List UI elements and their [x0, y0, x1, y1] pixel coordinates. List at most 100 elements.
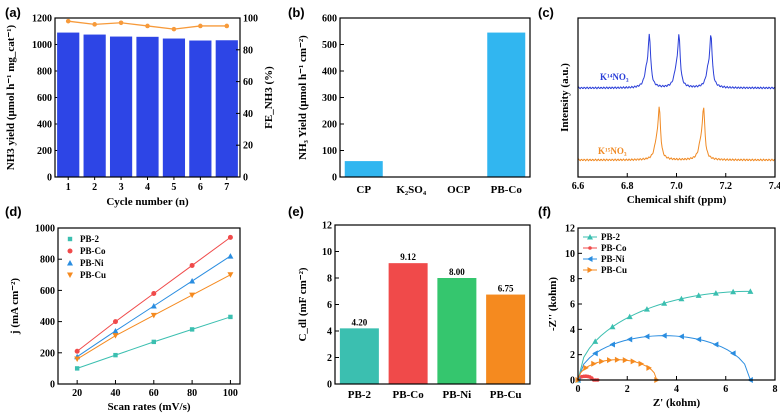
d-point	[112, 333, 119, 339]
panel-label-a: (a)	[5, 5, 21, 20]
f-legend-label: PB-2	[601, 232, 620, 242]
c-trace-15N	[577, 106, 776, 162]
f-point	[609, 341, 615, 348]
b-ylabel: NH₃ Yield (μmol h⁻¹ cm⁻²)	[297, 35, 309, 160]
f-point	[695, 292, 702, 298]
e-x-tick-label: PB-2	[348, 389, 372, 401]
f-y-tick-label: 8	[570, 274, 575, 285]
f-point	[614, 356, 621, 363]
a-bar	[136, 36, 159, 177]
e-bar	[388, 263, 428, 384]
f-x-tick-label: 6	[723, 384, 728, 395]
chart-a: 0 200 400 600 800 1000 1200 1 2 3 4 5 6 7 0 20 40 60 80 100…	[5, 14, 275, 209]
d-xlabel: Scan rates (mV/s)	[107, 401, 190, 413]
d-point	[151, 339, 156, 345]
f-y-tick-label: 6	[570, 300, 575, 311]
a-ylabel: NH3 yield (μmol h⁻¹ mg_cat⁻¹)	[5, 24, 17, 170]
a-fe-point	[224, 23, 230, 29]
e-y-tick-label: 2	[327, 353, 332, 364]
a-fe-point	[198, 23, 203, 29]
f-point	[695, 336, 702, 343]
a-bar	[162, 38, 186, 177]
f-y-tick-label: 4	[570, 325, 575, 336]
f-point	[592, 350, 598, 357]
b-y-tick-label: 0	[332, 173, 337, 184]
a-frame	[54, 17, 241, 178]
f-y-tick-label: 12	[565, 224, 575, 235]
f-point	[747, 288, 754, 294]
f-legend-marker	[588, 246, 592, 250]
d-y-tick-label: 400	[40, 317, 55, 328]
b-y-tick-label: 500	[322, 40, 337, 51]
b-y-tick-label: 600	[322, 14, 337, 25]
c-trace-14N	[577, 33, 776, 90]
b-x-tick-label: CP	[356, 184, 371, 196]
e-y-tick-label: 12	[322, 221, 332, 232]
f-ylabel: -Z'' (kohm)	[547, 277, 559, 331]
b-frame	[339, 17, 531, 178]
panel-label-b: (b)	[288, 5, 305, 20]
d-point	[150, 312, 157, 319]
d-point	[189, 278, 196, 284]
a-bar	[83, 34, 106, 177]
chart-d: 0 200 400 600 800 1000 20 40 60 80 100 PB-2 PB-Co PB-…	[9, 224, 241, 413]
e-value-label: 6.75	[498, 284, 514, 294]
a-x-tick-label: 1	[66, 182, 71, 193]
b-y-tick-label: 400	[322, 67, 337, 78]
panel-label-c: (c)	[538, 5, 554, 20]
d-point	[227, 253, 234, 259]
f-point	[599, 358, 605, 365]
c-label-14N: K¹⁴NO₃	[600, 72, 629, 82]
f-point	[643, 306, 650, 312]
e-value-label: 8.00	[449, 267, 465, 277]
e-y-tick-label: 8	[327, 274, 332, 285]
a-x-tick-label: 4	[145, 182, 150, 193]
a-x-tick-label: 3	[119, 182, 124, 193]
a-bar	[57, 32, 80, 178]
a-fe-point	[65, 18, 71, 24]
a-x-tick-label: 5	[171, 182, 176, 193]
e-ylabel: C_dl (mF cm⁻²)	[297, 267, 309, 341]
d-point	[113, 352, 118, 358]
b-y-tick-label: 200	[322, 120, 337, 131]
e-frame	[334, 224, 531, 385]
f-point	[730, 350, 736, 357]
f-point	[638, 360, 645, 367]
e-x-tick-label: PB-Co	[393, 389, 425, 401]
chart-b: 0 100 200 300 400 500 600 CP K₂SO₄ OCP PB-Co NH₃ Yi…	[297, 14, 531, 196]
e-y-tick-label: 0	[327, 380, 332, 391]
b-x-tick-label: PB-Co	[491, 184, 523, 196]
f-point	[607, 357, 613, 364]
a-x-tick-label: 6	[198, 182, 203, 193]
d-x-tick-label: 80	[187, 388, 197, 399]
a-fe-point	[145, 23, 150, 29]
a-bar	[189, 40, 212, 178]
c-ylabel: Intensity (a.u.)	[559, 63, 571, 132]
f-legend-marker	[587, 256, 593, 262]
f-point	[591, 360, 597, 367]
f-point	[678, 333, 684, 340]
a-x-tick-label: 2	[92, 182, 97, 193]
b-bar	[344, 161, 383, 177]
a-y-tick-label: 800	[37, 67, 52, 78]
d-x-tick-label: 40	[110, 388, 120, 399]
a-fe-point	[118, 20, 124, 26]
f-point	[630, 358, 637, 365]
d-legend-label: PB-Ni	[80, 258, 104, 268]
c-x-tick-label: 7.4	[769, 181, 780, 192]
f-frame	[577, 227, 776, 381]
f-point	[626, 313, 633, 320]
f-y-tick-label: 10	[565, 249, 575, 260]
d-legend-marker	[67, 236, 73, 242]
f-point	[626, 336, 633, 343]
a-fe-point	[92, 22, 97, 27]
d-y-tick-label: 0	[50, 380, 55, 391]
a-y2-tick-label: 80	[243, 45, 253, 56]
d-point	[74, 356, 81, 363]
e-y-tick-label: 10	[322, 247, 332, 258]
f-point	[643, 333, 650, 340]
a-y-tick-label: 0	[47, 173, 52, 184]
d-point	[189, 327, 195, 332]
d-point	[74, 348, 80, 354]
